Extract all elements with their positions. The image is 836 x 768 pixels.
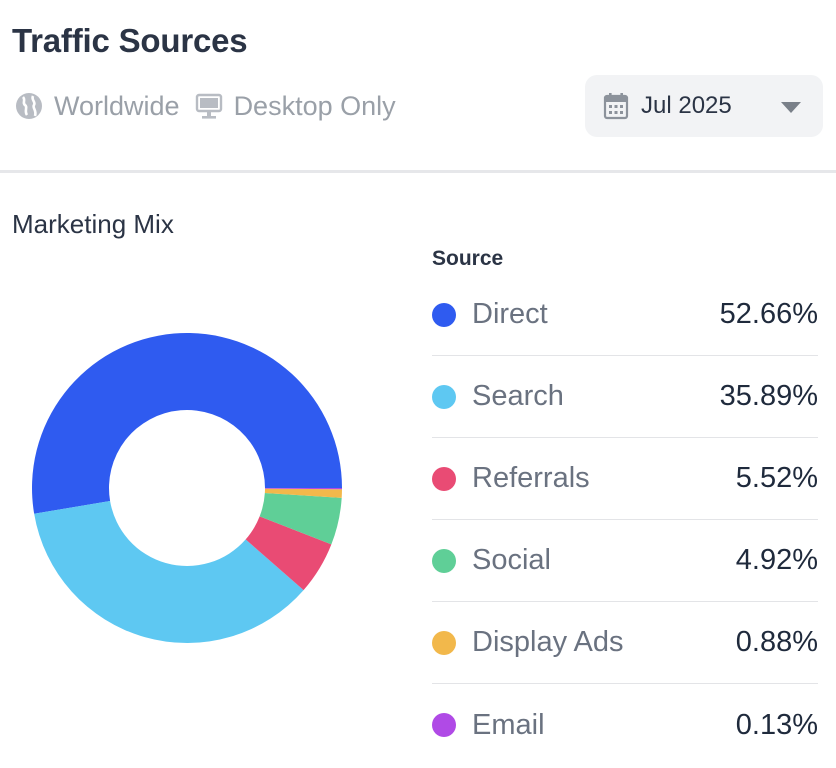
date-picker[interactable]: Jul 2025 — [585, 75, 823, 137]
filter-device-label: Desktop Only — [233, 90, 396, 121]
legend-label: Search — [472, 380, 564, 412]
filter-region[interactable]: Worldwide — [14, 91, 180, 122]
calendar-icon — [603, 93, 629, 120]
legend-dot-search — [432, 384, 456, 409]
section-divider — [0, 170, 836, 173]
legend-item-search[interactable]: Search 35.89% — [432, 356, 818, 438]
desktop-icon — [195, 93, 222, 119]
slice-referrals[interactable] — [245, 516, 332, 591]
legend-dot-social — [432, 548, 456, 573]
caret-down-icon — [781, 102, 801, 113]
slice-social[interactable] — [259, 492, 342, 545]
legend-dot-direct — [432, 302, 456, 327]
legend-rows: Direct 52.66% Search 35.89% Referrals 5.52% So… — [432, 274, 818, 766]
section-title: Marketing Mix — [12, 209, 174, 239]
legend: Source Direct 52.66% Search 35.89% Referrals… — [432, 244, 818, 766]
legend-value: 52.66% — [719, 298, 818, 330]
legend-label: Display Ads — [472, 626, 624, 658]
legend-value: 4.92% — [735, 544, 818, 576]
globe-icon — [16, 93, 42, 119]
donut-chart-svg — [32, 333, 343, 643]
filter-device[interactable]: Desktop Only — [194, 91, 396, 122]
legend-label: Referrals — [472, 462, 590, 494]
legend-dot-referrals — [432, 466, 456, 491]
legend-item-social[interactable]: Social 4.92% — [432, 520, 818, 602]
date-picker-label: Jul 2025 — [641, 92, 732, 119]
legend-value: 35.89% — [719, 380, 818, 412]
legend-item-referrals[interactable]: Referrals 5.52% — [432, 438, 818, 520]
donut-chart — [0, 300, 380, 680]
filter-bar: Worldwide Desktop Only — [14, 88, 410, 124]
legend-label: Email — [472, 708, 545, 741]
legend-item-email[interactable]: Email 0.13% — [432, 684, 818, 766]
legend-label: Direct — [472, 298, 548, 330]
legend-header: Source — [432, 247, 504, 270]
filter-region-label: Worldwide — [54, 90, 180, 121]
legend-item-direct[interactable]: Direct 52.66% — [432, 274, 818, 356]
slice-direct[interactable] — [32, 333, 343, 514]
slice-email[interactable] — [264, 488, 342, 490]
legend-dot-display-ads — [432, 630, 456, 655]
legend-value: 0.13% — [735, 708, 818, 741]
legend-item-display-ads[interactable]: Display Ads 0.88% — [432, 602, 818, 684]
legend-dot-email — [432, 713, 456, 737]
page-title: Traffic Sources — [12, 22, 248, 59]
legend-value: 0.88% — [735, 626, 818, 658]
slice-display-ads[interactable] — [264, 488, 342, 498]
slice-search[interactable] — [34, 500, 304, 643]
legend-label: Social — [472, 544, 551, 576]
legend-value: 5.52% — [735, 462, 818, 494]
